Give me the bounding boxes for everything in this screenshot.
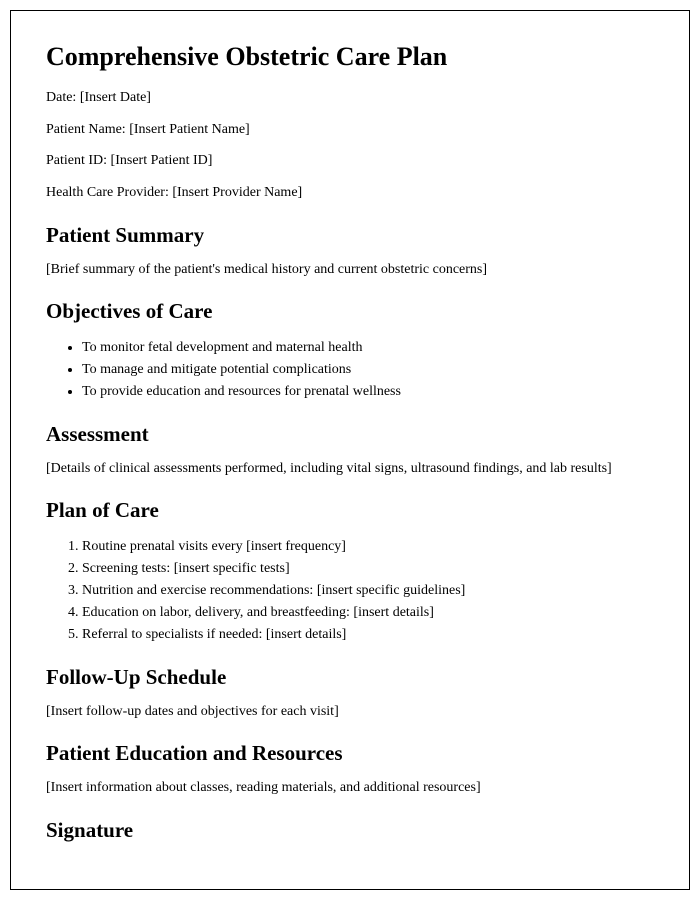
list-item: Screening tests: [insert specific tests] bbox=[82, 558, 654, 579]
plan-of-care-heading: Plan of Care bbox=[46, 498, 654, 523]
follow-up-text: [Insert follow-up dates and objectives f… bbox=[46, 702, 654, 722]
list-item: Routine prenatal visits every [insert fr… bbox=[82, 536, 654, 557]
list-item: To manage and mitigate potential complic… bbox=[82, 359, 654, 380]
document-page: Comprehensive Obstetric Care Plan Date: … bbox=[10, 10, 690, 890]
list-item: To provide education and resources for p… bbox=[82, 381, 654, 402]
education-heading: Patient Education and Resources bbox=[46, 741, 654, 766]
provider-label: Health Care Provider: bbox=[46, 185, 172, 200]
patient-name-value: [Insert Patient Name] bbox=[129, 122, 250, 137]
patient-name-label: Patient Name: bbox=[46, 122, 129, 137]
date-label: Date: bbox=[46, 90, 80, 105]
document-title: Comprehensive Obstetric Care Plan bbox=[46, 41, 654, 72]
plan-of-care-list: Routine prenatal visits every [insert fr… bbox=[46, 536, 654, 645]
list-item: Nutrition and exercise recommendations: … bbox=[82, 580, 654, 601]
patient-id-value: [Insert Patient ID] bbox=[111, 153, 213, 168]
meta-patient-id: Patient ID: [Insert Patient ID] bbox=[46, 151, 654, 171]
patient-summary-heading: Patient Summary bbox=[46, 223, 654, 248]
follow-up-heading: Follow-Up Schedule bbox=[46, 665, 654, 690]
list-item: Education on labor, delivery, and breast… bbox=[82, 602, 654, 623]
meta-patient-name: Patient Name: [Insert Patient Name] bbox=[46, 120, 654, 140]
education-text: [Insert information about classes, readi… bbox=[46, 778, 654, 798]
date-value: [Insert Date] bbox=[80, 90, 151, 105]
patient-summary-text: [Brief summary of the patient's medical … bbox=[46, 260, 654, 280]
objectives-heading: Objectives of Care bbox=[46, 299, 654, 324]
list-item: Referral to specialists if needed: [inse… bbox=[82, 624, 654, 645]
provider-value: [Insert Provider Name] bbox=[172, 185, 302, 200]
meta-provider: Health Care Provider: [Insert Provider N… bbox=[46, 183, 654, 203]
patient-id-label: Patient ID: bbox=[46, 153, 111, 168]
objectives-list: To monitor fetal development and materna… bbox=[46, 337, 654, 402]
signature-heading: Signature bbox=[46, 818, 654, 843]
meta-date: Date: [Insert Date] bbox=[46, 88, 654, 108]
assessment-text: [Details of clinical assessments perform… bbox=[46, 459, 654, 479]
list-item: To monitor fetal development and materna… bbox=[82, 337, 654, 358]
assessment-heading: Assessment bbox=[46, 422, 654, 447]
